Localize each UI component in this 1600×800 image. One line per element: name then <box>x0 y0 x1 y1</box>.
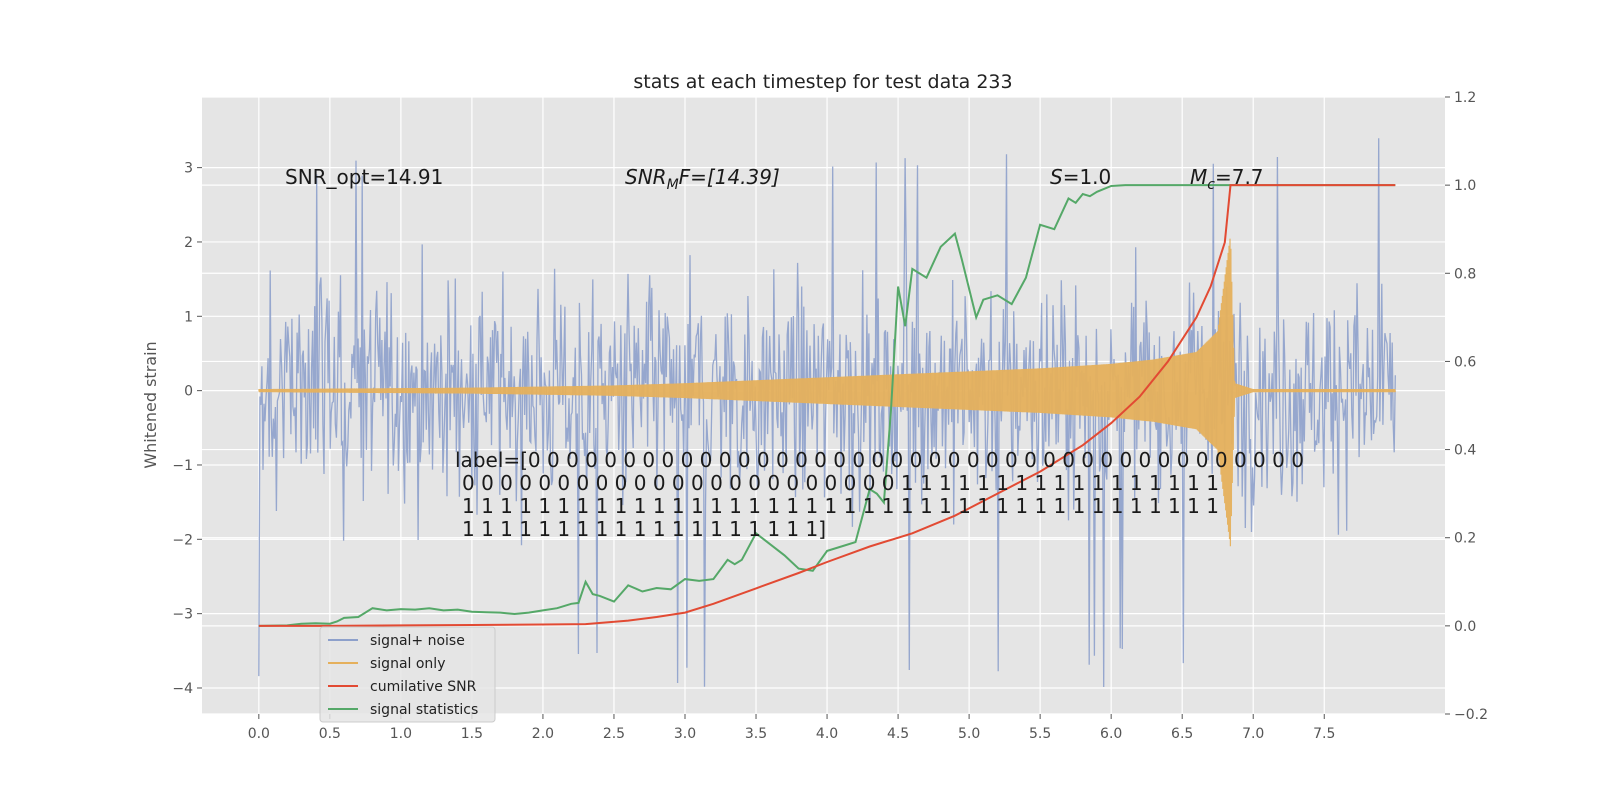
snr-mf-rest: F=[14.39] <box>679 165 780 189</box>
x-tick-label-6: 3.0 <box>674 726 696 742</box>
x-tick-label-8: 4.0 <box>816 726 838 742</box>
y2-tick-label-4: 0.4 <box>1454 443 1476 459</box>
y-tick-label-7: −4 <box>172 681 193 697</box>
x-tick-label-3: 1.5 <box>461 726 483 742</box>
y-tick-label-2: 1 <box>184 309 193 325</box>
y2-tick-label-7: −0.2 <box>1454 707 1488 723</box>
chart-title: stats at each timestep for test data 233 <box>633 71 1012 93</box>
x-tick-label-1: 0.5 <box>319 726 341 742</box>
snr-mf-sub: M <box>667 177 679 193</box>
label-line-3: 1 1 1 1 1 1 1 1 1 1 1 1 1 1 1 1 1 1 1 1 … <box>462 494 1219 518</box>
x-tick-label-11: 5.5 <box>1029 726 1051 742</box>
x-tick-label-5: 2.5 <box>603 726 625 742</box>
axis-ticks: 0.0 0.5 1.0 1.5 2.0 2.5 3.0 3.5 4.0 4.5 5.0 5.5 6.0 6… <box>172 90 1488 742</box>
x-tick-label-0: 0.0 <box>248 726 270 742</box>
x-tick-label-9: 4.5 <box>887 726 909 742</box>
legend: signal+ noise signal only cumilative SNR… <box>319 626 496 723</box>
snr-mf-annotation: SNRMF=[14.39] <box>625 165 780 193</box>
y-tick-label-5: −2 <box>172 532 193 548</box>
series-signal-only <box>258 238 1396 547</box>
s-annotation: S=1.0 <box>1050 165 1111 189</box>
y2-tick-label-0: 1.2 <box>1454 90 1476 106</box>
x-tick-label-13: 6.5 <box>1171 726 1193 742</box>
x-tick-label-15: 7.5 <box>1313 726 1335 742</box>
legend-label-cumulative-snr: cumilative SNR <box>370 679 477 695</box>
y2-tick-label-1: 1.0 <box>1454 178 1476 194</box>
x-tick-label-4: 2.0 <box>532 726 554 742</box>
x-tick-label-2: 1.0 <box>390 726 412 742</box>
annotations: SNR_opt=14.91 SNRMF=[14.39] S=1.0 Mc=7.7… <box>285 0 1348 541</box>
legend-box <box>319 626 496 723</box>
mc-sub: c <box>1207 177 1215 193</box>
y-tick-label-4: −1 <box>172 458 193 474</box>
y-tick-label-6: −3 <box>172 607 193 623</box>
label-line-4: 1 1 1 1 1 1 1 1 1 1 1 1 1 1 1 1 1 1 1] <box>462 517 826 541</box>
x-tick-label-10: 5.0 <box>958 726 980 742</box>
label-annotation: label=[0 0 0 0 0 0 0 0 0 0 0 0 0 0 0 0 0… <box>455 0 1348 541</box>
snr-mf-main: SNR <box>625 165 667 189</box>
s-rest: =1.0 <box>1063 165 1112 189</box>
y-axis-label: Whitened strain <box>141 341 160 468</box>
y2-tick-label-2: 0.8 <box>1454 266 1476 282</box>
mc-main: M <box>1190 165 1207 189</box>
mc-annotation: Mc=7.7 <box>1190 165 1264 193</box>
y-tick-label-0: 3 <box>184 161 193 177</box>
y-tick-label-3: 0 <box>184 384 193 400</box>
series-lines <box>258 184 1396 627</box>
s-main: S <box>1050 165 1063 189</box>
y2-tick-label-5: 0.2 <box>1454 531 1476 547</box>
y2-tick-label-6: 0.0 <box>1454 619 1476 635</box>
label-line-1: label=[0 0 0 0 0 0 0 0 0 0 0 0 0 0 0 0 0… <box>455 448 1304 472</box>
signal-only-trace <box>258 238 1396 547</box>
label-line-2: 0 0 0 0 0 0 0 0 0 0 0 0 0 0 0 0 0 0 0 0 … <box>462 471 1219 495</box>
legend-label-signal-statistics: signal statistics <box>370 702 478 718</box>
snr-opt-annotation: SNR_opt=14.91 <box>285 165 443 189</box>
legend-label-signal-noise: signal+ noise <box>370 633 465 649</box>
y2-tick-label-3: 0.6 <box>1454 354 1476 370</box>
cumulative-snr-line <box>258 184 1396 627</box>
mc-rest: =7.7 <box>1215 165 1264 189</box>
x-tick-label-12: 6.0 <box>1100 726 1122 742</box>
legend-label-signal-only: signal only <box>370 656 445 672</box>
x-tick-label-7: 3.5 <box>745 726 767 742</box>
x-tick-label-14: 7.0 <box>1242 726 1264 742</box>
signal-statistics-line <box>258 184 1396 627</box>
y-tick-label-1: 2 <box>184 235 193 251</box>
